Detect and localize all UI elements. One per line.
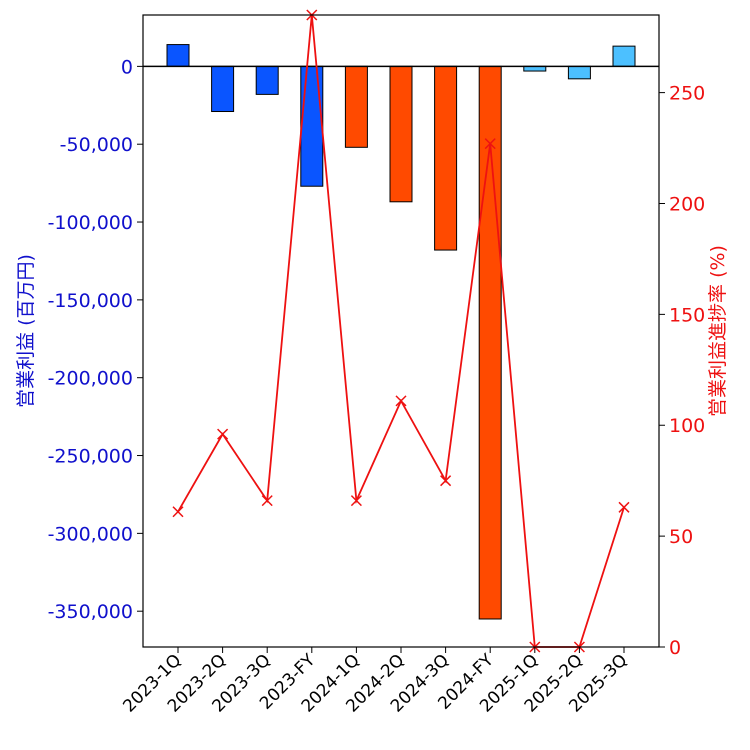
y-axis-title: 営業利益 (百万円) <box>15 254 37 408</box>
y-tick-label: -150,000 <box>48 290 133 312</box>
bar-2023-3Q <box>255 65 279 95</box>
bar-2024-1Q <box>344 65 368 148</box>
left-axis: 0 -50,000 -100,000 -150,000 -200,000 -250,000… <box>48 56 143 623</box>
bar-2025-2Q <box>567 65 591 80</box>
progress-point-2025-3Q <box>618 501 630 513</box>
y2-tick-label: 200 <box>669 193 705 215</box>
progress-point-2024-2Q <box>395 395 407 407</box>
bar-2023-1Q <box>166 44 190 67</box>
y-tick-label: -100,000 <box>48 212 133 234</box>
bar-2023-2Q <box>211 65 235 113</box>
y2-tick-label: 50 <box>669 526 693 548</box>
progress-point-2023-1Q <box>172 506 184 518</box>
progress-point-2024-3Q <box>440 475 452 487</box>
bar-2024-2Q <box>389 65 413 203</box>
y2-tick-label: 0 <box>669 637 681 659</box>
y2-tick-label: 100 <box>669 415 705 437</box>
bars-layer <box>166 44 636 620</box>
y-tick-label: -300,000 <box>48 523 133 545</box>
y-tick-label: -50,000 <box>60 134 133 156</box>
y-tick-label: -250,000 <box>48 446 133 468</box>
y-tick-label: -200,000 <box>48 368 133 390</box>
y2-axis-title: 営業利益進捗率 (%) <box>707 245 729 417</box>
progress-point-2024-FY <box>484 138 496 150</box>
y2-tick-label: 250 <box>669 83 705 105</box>
y2-tick-label: 150 <box>669 304 705 326</box>
bar-2023-FY <box>300 65 324 187</box>
bar-2025-3Q <box>612 45 636 67</box>
progress-point-2023-2Q <box>217 428 229 440</box>
y-tick-label: 0 <box>121 56 133 78</box>
bar-2024-3Q <box>434 65 458 251</box>
y-tick-label: -350,000 <box>48 601 133 623</box>
progress-point-2024-1Q <box>350 495 362 507</box>
x-axis: 2023-1Q2023-2Q2023-3Q2023-FY2024-1Q2024-… <box>119 647 632 717</box>
progress-point-2023-3Q <box>261 495 273 507</box>
right-axis: 0 50 100 150 200 250 <box>659 83 705 659</box>
